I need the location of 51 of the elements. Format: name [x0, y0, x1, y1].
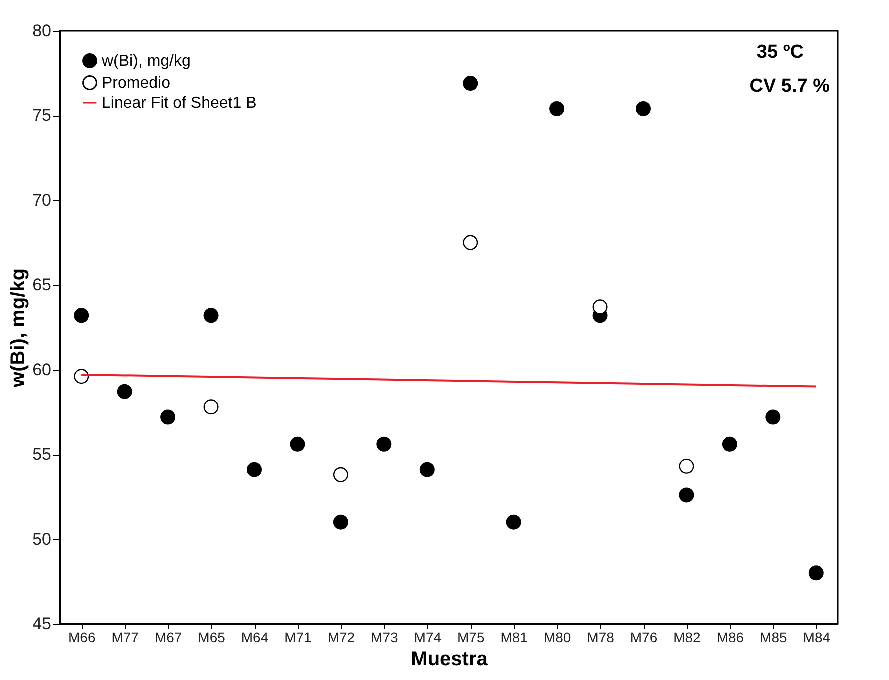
x-tick-label: M74	[414, 630, 442, 646]
point	[420, 462, 435, 478]
x-tick-label: M86	[716, 630, 744, 646]
y-axis-title: w(Bi), mg/kg	[8, 268, 30, 388]
x-tick-label: M78	[587, 630, 615, 646]
y-tick-label: 70	[32, 190, 52, 210]
point	[463, 76, 478, 91]
legend-label: Linear Fit of Sheet1 B	[102, 95, 257, 112]
point	[636, 101, 651, 116]
legend-label: w(Bi), mg/kg	[101, 53, 191, 70]
point	[247, 462, 262, 478]
legend-label: Promedio	[102, 75, 171, 92]
x-tick-label: M82	[674, 630, 702, 646]
x-tick-label: M81	[500, 630, 528, 646]
point	[550, 101, 565, 116]
x-tick-label: M67	[154, 630, 182, 646]
x-axis-title: Muestra	[411, 648, 489, 670]
x-tick-label: M73	[371, 630, 398, 646]
x-tick-label: M80	[544, 630, 572, 646]
x-tick-label: M76	[630, 630, 658, 646]
x-tick-label: M84	[803, 630, 831, 646]
point	[722, 436, 738, 452]
point	[117, 384, 132, 400]
x-tick-label: M72	[328, 630, 356, 646]
point	[160, 410, 176, 425]
point	[376, 436, 392, 452]
y-tick-label: 65	[32, 276, 52, 295]
y-tick-label: 60	[32, 360, 52, 380]
point	[74, 369, 90, 384]
point	[506, 514, 522, 530]
point	[290, 436, 306, 452]
x-tick-label: M64	[241, 630, 269, 646]
point	[766, 410, 781, 425]
point	[808, 566, 824, 581]
x-tick-label: M66	[68, 630, 96, 646]
y-tick-label: 50	[32, 530, 52, 549]
y-tick-label: 75	[32, 106, 52, 126]
point	[74, 308, 90, 324]
y-tick-label: 45	[32, 614, 52, 634]
x-tick-label: M65	[198, 630, 226, 646]
x-tick-label: M71	[284, 630, 312, 646]
x-tick-label: M77	[112, 630, 140, 646]
x-tick-label: M75	[457, 630, 485, 646]
annotation: 35 ºC	[756, 42, 804, 63]
x-tick-label: M85	[760, 630, 788, 646]
point	[333, 514, 348, 530]
y-tick-label: 55	[32, 445, 52, 464]
point	[204, 308, 219, 324]
point	[679, 488, 694, 503]
y-tick-label: 80	[32, 22, 52, 40]
annotation: CV 5.7 %	[750, 76, 830, 97]
